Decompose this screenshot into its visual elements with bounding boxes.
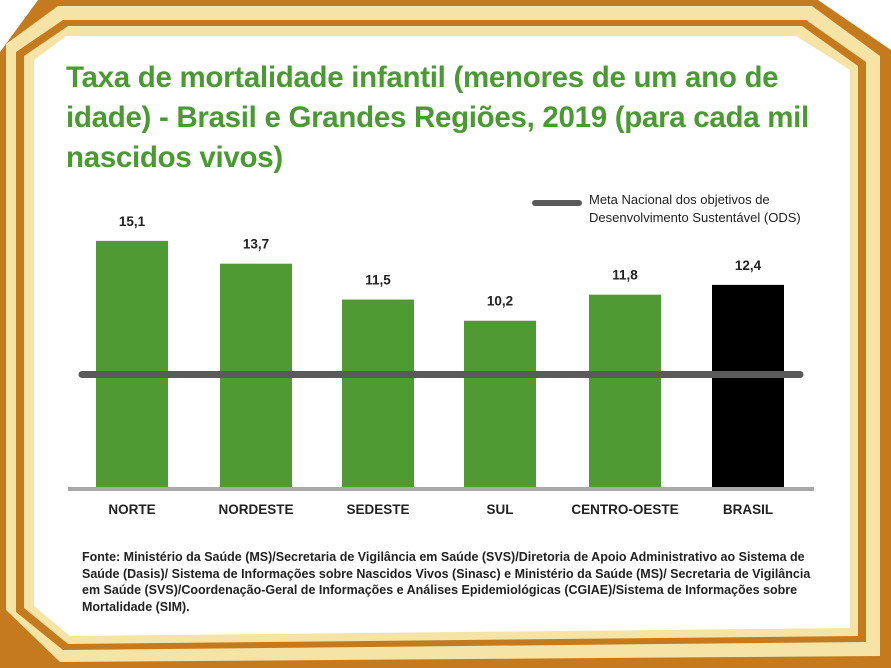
category-label: CENTRO-OESTE [571,502,678,517]
x-axis-baseline [68,487,814,491]
bar-brasil [712,284,784,487]
legend-meta-label: Meta Nacional dos objetivos de Desenvolv… [589,192,801,225]
data-label: 11,8 [612,268,638,283]
data-label: 15,1 [119,214,146,229]
source-note: Fonte: Ministério da Saúde (MS)/Secretar… [82,550,811,614]
legend-meta-line-swatch [532,200,582,206]
bar-sedeste [342,299,414,487]
category-label: SEDESTE [346,502,409,517]
data-label: 13,7 [243,237,269,252]
bar-sul [464,320,536,487]
category-label: NORDESTE [218,502,293,517]
category-label: SUL [487,502,514,517]
category-label: BRASIL [723,502,773,517]
data-label: 11,5 [365,273,391,288]
data-label: 10,2 [487,294,513,309]
data-label: 12,4 [735,258,762,273]
bar-norte [96,240,168,487]
bar-centro-oeste [589,294,661,487]
chart-title: Taxa de mortalidade infantil (menores de… [66,61,809,174]
legend: Meta Nacional dos objetivos de Desenvolv… [532,191,832,231]
category-label: NORTE [108,502,155,517]
